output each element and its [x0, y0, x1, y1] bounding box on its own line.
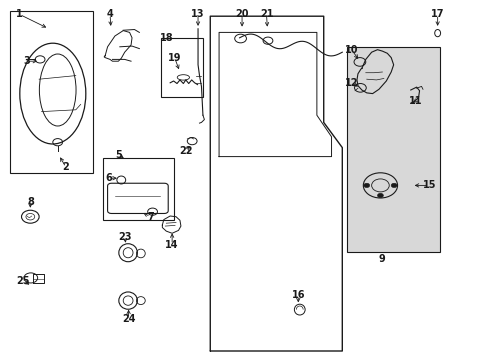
- Circle shape: [363, 183, 369, 188]
- Text: 12: 12: [345, 78, 358, 88]
- Circle shape: [377, 193, 383, 198]
- Text: 14: 14: [165, 240, 179, 250]
- Text: 4: 4: [106, 9, 113, 19]
- Text: 10: 10: [345, 45, 358, 55]
- Text: 22: 22: [179, 146, 192, 156]
- Text: 24: 24: [122, 314, 135, 324]
- Text: 3: 3: [23, 56, 30, 66]
- Text: 7: 7: [147, 212, 154, 222]
- Text: 25: 25: [17, 276, 30, 286]
- FancyBboxPatch shape: [346, 47, 439, 252]
- Text: 23: 23: [118, 232, 131, 242]
- Text: 16: 16: [291, 290, 305, 300]
- Text: 15: 15: [422, 180, 435, 190]
- Text: 13: 13: [191, 9, 204, 19]
- Text: 5: 5: [115, 150, 122, 160]
- Text: 19: 19: [167, 53, 181, 63]
- Text: 2: 2: [62, 162, 69, 172]
- Text: 9: 9: [377, 254, 384, 264]
- Text: 18: 18: [159, 33, 173, 43]
- Text: 17: 17: [430, 9, 444, 19]
- Text: 20: 20: [235, 9, 248, 19]
- Text: 8: 8: [27, 197, 34, 207]
- Text: 6: 6: [105, 173, 112, 183]
- Text: 21: 21: [259, 9, 273, 19]
- Circle shape: [390, 183, 396, 188]
- Text: 11: 11: [408, 96, 422, 106]
- Text: 1: 1: [16, 9, 23, 19]
